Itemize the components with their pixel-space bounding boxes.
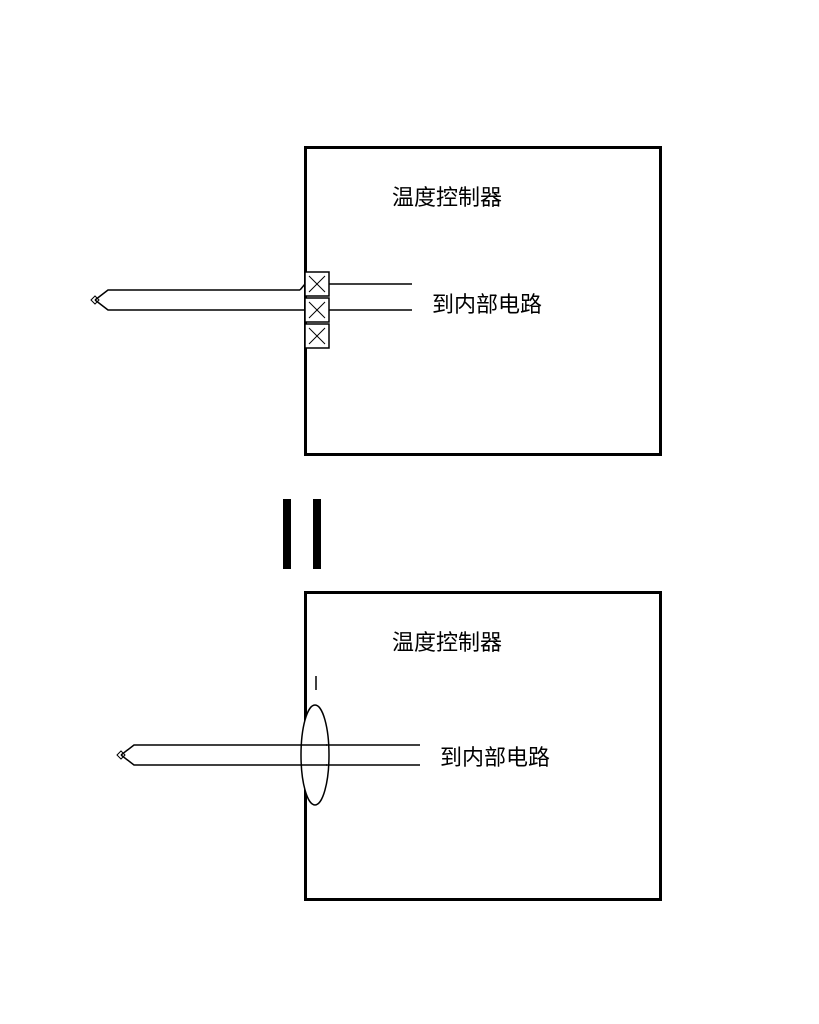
equals-bar-2 bbox=[313, 499, 321, 569]
internal-circuit-label-bottom: 到内部电路 bbox=[440, 740, 550, 772]
diagram-canvas: 温度控制器 到内部电路 温度控制器 到内部电路 bbox=[0, 0, 819, 1024]
equals-bar-1 bbox=[283, 499, 291, 569]
internal-circuit-label-top: 到内部电路 bbox=[432, 287, 542, 319]
controller-title-bottom: 温度控制器 bbox=[392, 625, 502, 657]
controller-title-top: 温度控制器 bbox=[392, 180, 502, 212]
